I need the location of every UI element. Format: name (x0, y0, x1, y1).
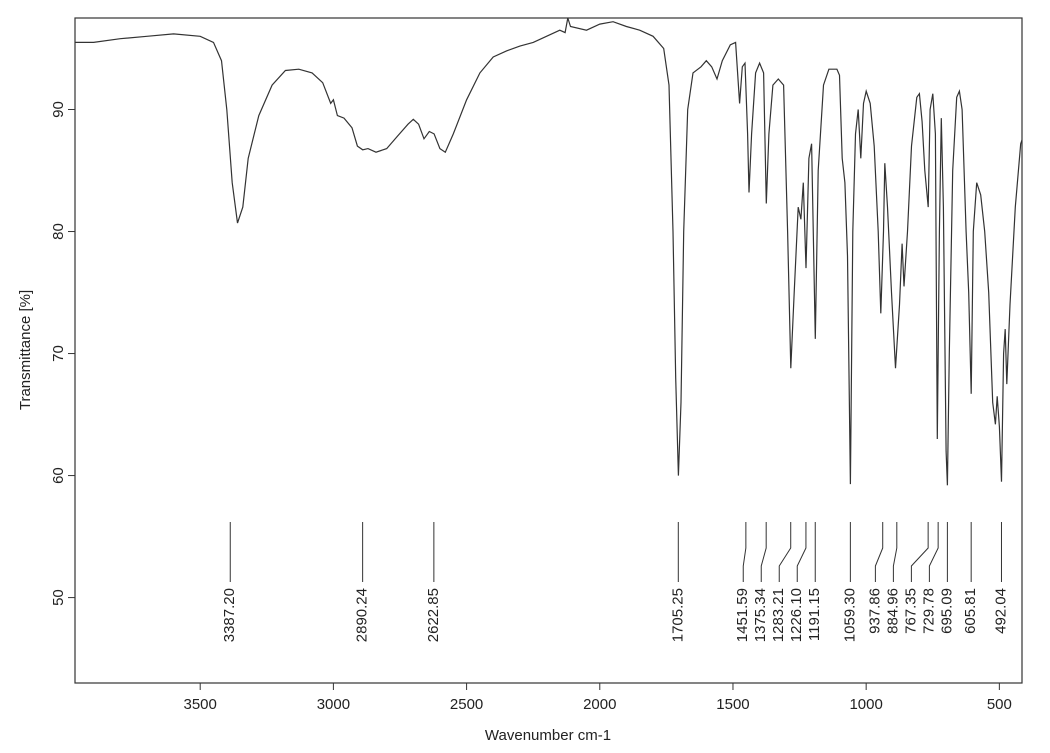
peak-label: 695.09 (938, 588, 955, 634)
x-tick-label: 2000 (583, 696, 616, 713)
peak-label: 3387.20 (221, 588, 238, 642)
peak-leader (742, 522, 747, 582)
peak-label: 884.96 (884, 588, 901, 634)
peak-leader (874, 522, 884, 582)
peak-label: 1226.10 (788, 588, 805, 642)
y-tick-label: 60 (50, 467, 67, 484)
peak-leader (928, 522, 939, 582)
peak-label: 937.86 (866, 588, 883, 634)
peak-label: 1451.59 (734, 588, 751, 642)
x-tick-label: 2500 (450, 696, 483, 713)
y-axis-label: Transmittance [%] (17, 290, 34, 410)
peak-label: 767.35 (902, 588, 919, 634)
peak-leader (760, 522, 767, 582)
y-tick-label: 80 (50, 223, 67, 240)
peak-label: 2890.24 (354, 588, 371, 642)
x-tick-label: 500 (987, 696, 1012, 713)
peak-label: 605.81 (962, 588, 979, 634)
x-tick-label: 1000 (849, 696, 882, 713)
peak-leader (910, 522, 929, 582)
peak-label: 1705.25 (669, 588, 686, 642)
peak-label: 729.78 (920, 588, 937, 634)
y-tick-label: 70 (50, 345, 67, 362)
x-tick-label: 3500 (184, 696, 217, 713)
y-tick-label: 90 (50, 101, 67, 118)
x-tick-label: 3000 (317, 696, 350, 713)
plot-frame (74, 17, 1023, 684)
spectrum-line (75, 17, 1023, 486)
peak-label: 2622.85 (425, 588, 442, 642)
peak-label: 1283.21 (770, 588, 787, 642)
peak-leader (796, 522, 807, 582)
x-tick-label: 1500 (716, 696, 749, 713)
x-axis-label: Wavenumber cm-1 (485, 727, 611, 744)
peak-leader (778, 522, 792, 582)
peak-label: 492.04 (992, 588, 1009, 634)
peak-label: 1191.15 (806, 588, 823, 641)
peak-leader (892, 522, 898, 582)
y-tick-label: 50 (50, 589, 67, 606)
peak-label: 1059.30 (841, 588, 858, 642)
peak-label: 1375.34 (752, 588, 769, 642)
